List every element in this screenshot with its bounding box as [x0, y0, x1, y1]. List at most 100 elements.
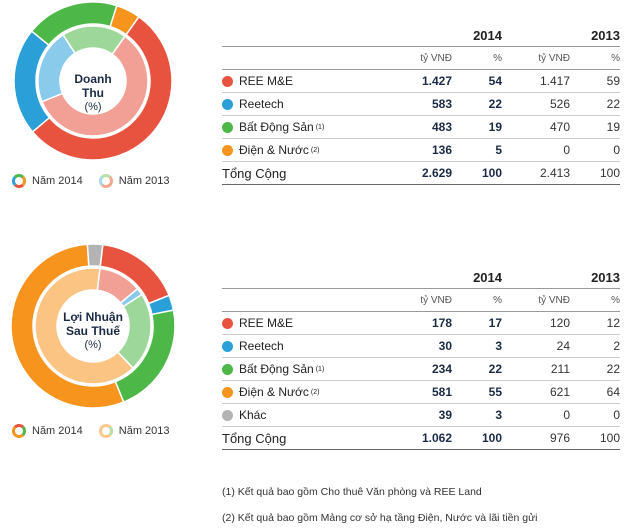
profit-year-2013: 2013: [591, 269, 620, 285]
value-2014: 178: [431, 316, 452, 330]
profit-unit: (%): [84, 339, 102, 351]
segment-dot-icon: [222, 98, 233, 110]
pct-2014: 54: [488, 74, 502, 88]
legend-2013-ring-icon: [98, 174, 113, 188]
legend-2013-label: Năm 2013: [118, 425, 170, 437]
profit-row: Reetech 30 3 24 2: [222, 335, 620, 358]
row-name: Bất Động Sản (1): [222, 120, 372, 134]
legend-2014-label: Năm 2014: [32, 175, 83, 187]
legend-2013: Năm 2013: [98, 424, 170, 438]
value-2014: 234: [431, 362, 452, 376]
donut-slice-2013--i-n-n-c: [34, 267, 135, 385]
donut-slice-2014--i-n-n-c: [109, 4, 140, 36]
segment-dot-icon: [222, 340, 233, 352]
pct-2013: 22: [606, 362, 620, 376]
row-name: Bất Động Sản (1): [222, 362, 372, 376]
profit-row: Bất Động Sản (1) 234 22 211 22: [222, 358, 620, 381]
value-2013: 0: [563, 408, 570, 422]
value-2013: 0: [563, 143, 570, 157]
row-name: Điện & Nước (2): [222, 143, 372, 157]
footnote-ref: (1): [315, 365, 325, 373]
profit-table: 2014 2013 tỷ VNĐ % tỷ VNĐ % REE M&E 178 17…: [222, 266, 620, 450]
revenue-row: REE M&E 1.427 54 1.417 59: [222, 70, 620, 93]
donut-slice-2014-kh-c: [86, 243, 104, 268]
value-2014: 136: [431, 143, 452, 157]
legend-2014-ring-icon: [12, 174, 26, 188]
row-name: REE M&E: [222, 74, 372, 88]
value-2014: 581: [431, 385, 452, 399]
row-name: Khác: [222, 408, 372, 422]
segment-label: REE M&E: [239, 316, 294, 330]
profit-donut-center-label: Lợi Nhuận Sau Thuế (%): [58, 310, 128, 352]
row-name: Reetech: [222, 97, 372, 111]
segment-label: Reetech: [239, 339, 284, 353]
pct-2013: 19: [606, 120, 620, 134]
legend-2013-label: Năm 2013: [118, 175, 170, 187]
segment-label: Bất Động Sản: [239, 362, 314, 376]
profit-row: Điện & Nước (2) 581 55 621 64: [222, 381, 620, 404]
revenue-total-label: Tổng Cộng: [222, 165, 287, 181]
revenue-donut-chart: [13, 1, 173, 161]
pct-2013: 59: [606, 74, 620, 88]
segment-label: REE M&E: [239, 74, 294, 88]
footnote-ref: (2): [310, 146, 320, 154]
value-2014: 483: [431, 120, 452, 134]
value-2013: 470: [549, 120, 570, 134]
profit-total-v2014: 1.062: [421, 431, 452, 445]
revenue-donut-center-label: Doanh Thu (%): [63, 72, 123, 114]
value-2013: 120: [549, 316, 570, 330]
value-2013: 1.417: [539, 74, 570, 88]
pct-2014: 3: [495, 339, 502, 353]
profit-legend: Năm 2014 Năm 2013: [12, 424, 186, 438]
value-2013: 24: [556, 339, 570, 353]
row-name: Điện & Nước (2): [222, 385, 372, 399]
pct-2013: 0: [613, 408, 620, 422]
revenue-year-2014: 2014: [473, 27, 502, 43]
donut-slice-2014--i-n-n-c: [10, 243, 125, 409]
segment-dot-icon: [222, 317, 233, 329]
revenue-row: Bất Động Sản (1) 483 19 470 19: [222, 116, 620, 139]
footnote-ref: (2): [310, 388, 320, 396]
col-unit: tỷ VNĐ: [538, 52, 570, 64]
pct-2014: 22: [488, 362, 502, 376]
legend-2013-ring-icon: [98, 424, 113, 438]
pct-2013: 12: [606, 316, 620, 330]
col-unit: %: [611, 294, 620, 306]
value-2013: 621: [549, 385, 570, 399]
pct-2014: 3: [495, 408, 502, 422]
profit-row: Khác 39 3 0 0: [222, 404, 620, 427]
revenue-total-v2013: 2.413: [539, 166, 570, 180]
pct-2013: 22: [606, 97, 620, 111]
profit-year-2014: 2014: [473, 269, 502, 285]
legend-2014: Năm 2014: [12, 424, 83, 438]
col-unit: tỷ VNĐ: [538, 294, 570, 306]
revenue-row: Reetech 583 22 526 22: [222, 93, 620, 116]
segment-label: Khác: [239, 408, 267, 422]
row-name: Reetech: [222, 339, 372, 353]
value-2013: 211: [550, 362, 570, 376]
value-2014: 30: [438, 339, 452, 353]
segment-label: Bất Động Sản: [239, 120, 314, 134]
legend-2014: Năm 2014: [12, 174, 83, 188]
segment-label: Điện & Nước: [239, 143, 309, 157]
pct-2014: 17: [488, 316, 502, 330]
revenue-title: Doanh Thu: [74, 72, 112, 100]
segment-dot-icon: [222, 409, 233, 421]
row-name: REE M&E: [222, 316, 372, 330]
pct-2013: 2: [613, 339, 620, 353]
pct-2014: 5: [495, 143, 502, 157]
pct-2013: 64: [606, 385, 620, 399]
value-2013: 526: [549, 97, 570, 111]
col-unit: %: [493, 294, 502, 306]
profit-row: REE M&E 178 17 120 12: [222, 312, 620, 335]
profit-total-p2014: 100: [481, 431, 502, 445]
value-2014: 39: [438, 408, 452, 422]
segment-dot-icon: [222, 121, 233, 133]
revenue-year-2013: 2013: [591, 27, 620, 43]
revenue-legend: Năm 2014 Năm 2013: [12, 174, 186, 188]
footnote-ref: (1): [315, 123, 325, 131]
donut-slice-2014-ree-m-e: [31, 15, 173, 161]
profit-title-line2: Sau Thuế: [65, 324, 120, 338]
profit-donut-chart: [10, 243, 176, 409]
segment-dot-icon: [222, 75, 233, 87]
